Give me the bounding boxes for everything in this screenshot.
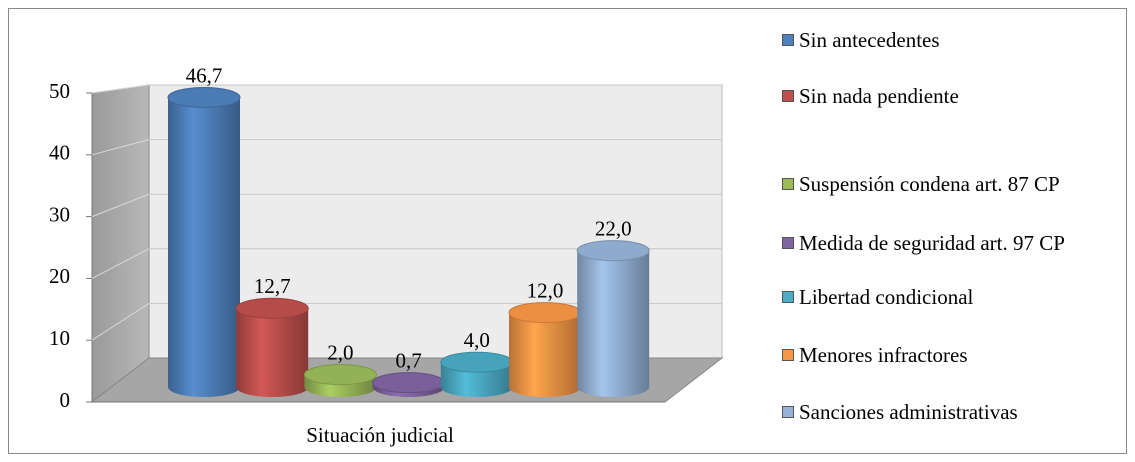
legend-item: Suspensión condena art. 87 CP: [782, 173, 1112, 195]
legend-swatch: [782, 34, 794, 46]
bar-top: [440, 351, 514, 373]
grid-line: [91, 84, 150, 94]
y-tick-label: 0: [60, 388, 71, 412]
grid-line: [91, 193, 150, 218]
bar: [577, 250, 650, 397]
legend-swatch: [782, 90, 794, 102]
y-tick-label: 50: [49, 79, 70, 103]
legend-item: Sanciones administrativas: [782, 401, 1112, 423]
legend-swatch: [782, 291, 794, 303]
legend-label: Menores infractores: [799, 343, 968, 367]
bar: [236, 308, 309, 397]
legend-swatch: [782, 237, 794, 249]
bar-top: [576, 240, 650, 262]
value-label: 0,7: [395, 348, 421, 372]
bar: [509, 312, 581, 397]
y-tick-label: 20: [49, 264, 70, 288]
value-label: 12,0: [527, 278, 564, 302]
value-label: 4,0: [464, 328, 490, 352]
legend-label: Sin nada pendiente: [799, 84, 959, 108]
value-label: 12,7: [254, 274, 291, 298]
x-tick-label: Situación judicial: [306, 423, 454, 447]
y-tick-label: 30: [49, 202, 70, 226]
bar-top: [167, 86, 241, 108]
legend-label: Sanciones administrativas: [799, 400, 1018, 424]
grid-line: [91, 139, 150, 156]
bar-top: [303, 364, 377, 386]
legend-label: Sin antecedentes: [799, 28, 940, 52]
grid-line: [91, 302, 150, 341]
bar: [168, 97, 240, 398]
legend-swatch: [782, 406, 794, 418]
y-tick-label: 10: [49, 326, 70, 350]
legend-swatch: [782, 178, 794, 190]
legend-item: Medida de seguridad art. 97 CP: [782, 232, 1112, 254]
legend-item: Menores infractores: [782, 344, 1112, 366]
legend-label: Medida de seguridad art. 97 CP: [799, 231, 1065, 255]
bar-top: [235, 297, 309, 319]
bar-top: [508, 302, 582, 324]
grid-line: [91, 248, 150, 279]
legend-label: Suspensión condena art. 87 CP: [799, 172, 1060, 196]
bar-top: [372, 372, 446, 394]
value-label: 2,0: [327, 340, 353, 364]
legend-label: Libertad condicional: [799, 285, 974, 309]
legend-item: Sin antecedentes: [782, 29, 1112, 51]
y-tick-label: 40: [49, 141, 70, 165]
side-wall: [91, 84, 150, 404]
value-label: 22,0: [595, 216, 632, 240]
legend-item: Sin nada pendiente: [782, 85, 1112, 107]
legend-item: Libertad condicional: [782, 286, 1112, 308]
value-label: 46,7: [186, 63, 223, 87]
legend-swatch: [782, 349, 794, 361]
